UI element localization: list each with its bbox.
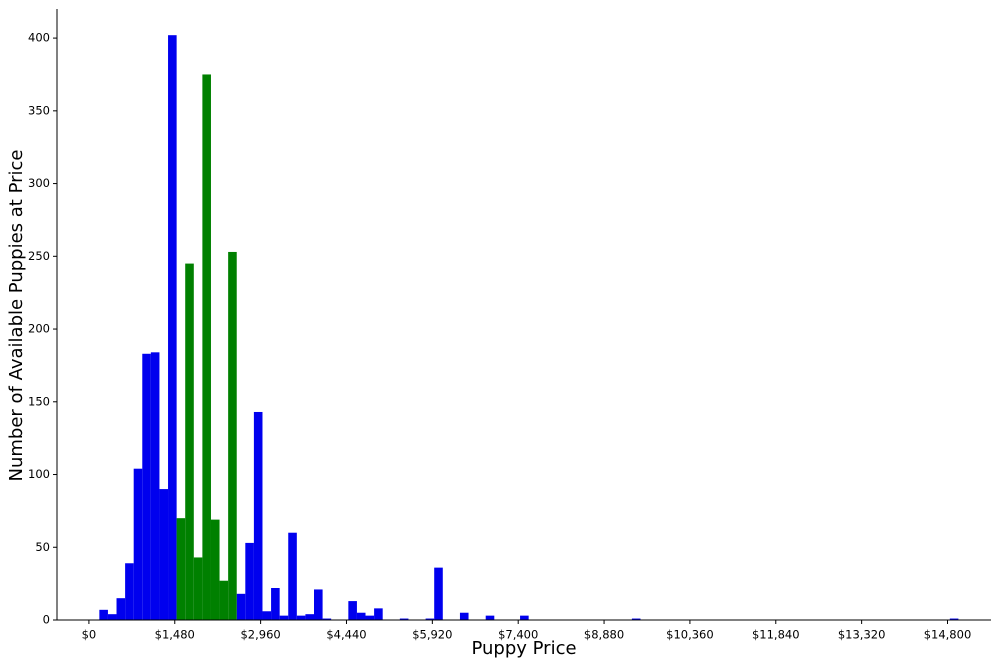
histogram-bar-green-0	[176, 518, 186, 620]
histogram-bar-blue-0	[99, 609, 108, 620]
histogram-bar-green-1	[185, 263, 194, 620]
histogram-bar-blue-11	[253, 411, 263, 620]
histogram-bar-blue-4	[133, 468, 143, 620]
x-tick-label: $8,880	[584, 628, 624, 642]
histogram-bar-blue-13	[271, 588, 280, 620]
y-tick-label: 250	[28, 249, 50, 263]
histogram-bar-blue-3	[125, 563, 134, 620]
histogram-bar-blue-15	[288, 532, 297, 620]
histogram-bar-blue-28	[485, 615, 495, 620]
histogram-bar-blue-9	[236, 593, 246, 620]
y-axis-title: Number of Available Puppies at Price	[6, 150, 27, 482]
x-tick-label: $11,840	[752, 628, 800, 642]
x-tick-label: $4,440	[326, 628, 366, 642]
histogram-bar-blue-2	[116, 598, 126, 620]
x-tick-label: $10,360	[666, 628, 714, 642]
histogram-bar-blue-26	[434, 567, 443, 620]
histogram-bar-blue-14	[279, 615, 289, 620]
x-tick-label: $14,800	[924, 628, 972, 642]
histogram-bar-green-2	[193, 557, 203, 620]
histogram-bar-blue-24	[399, 618, 409, 620]
histogram-bar-blue-19	[322, 618, 332, 620]
y-tick-label: 150	[28, 394, 50, 408]
y-tick-label: 100	[28, 467, 50, 481]
histogram-bar-blue-10	[245, 542, 254, 620]
histogram-bars	[99, 35, 959, 620]
x-tick-label: $13,320	[838, 628, 886, 642]
histogram-bar-blue-30	[631, 618, 641, 620]
histogram-bar-green-6	[228, 251, 237, 620]
histogram-bar-blue-6	[150, 352, 160, 620]
y-tick-label: 50	[35, 540, 50, 554]
x-tick-label: $1,480	[155, 628, 195, 642]
x-axis-ticks: $0 $1,480 $2,960 $4,440 $5,920 $7,400 $8,880 $1…	[82, 620, 972, 642]
y-tick-label: 350	[28, 103, 50, 117]
x-tick-label: $5,920	[412, 628, 452, 642]
y-axis-ticks: 0 50 100 150 200 250 300 350 400	[28, 31, 57, 627]
histogram-bar-green-3	[202, 74, 211, 620]
y-tick-label: 0	[43, 613, 50, 627]
histogram-bar-blue-1	[107, 614, 117, 620]
histogram-bar-blue-18	[314, 589, 323, 620]
x-tick-label: $7,400	[498, 628, 538, 642]
histogram-bar-blue-25	[425, 618, 435, 620]
x-axis-title: Puppy Price	[471, 638, 576, 659]
x-tick-label: $0	[82, 628, 97, 642]
histogram-bar-blue-8	[168, 35, 177, 620]
histogram-bar-blue-23	[374, 608, 383, 620]
histogram-bar-blue-17	[305, 614, 314, 620]
histogram-bar-green-4	[210, 519, 220, 620]
histogram-bar-blue-12	[262, 611, 272, 620]
x-tick-label: $2,960	[240, 628, 280, 642]
y-tick-label: 400	[28, 31, 50, 45]
histogram-bar-blue-21	[356, 612, 366, 620]
histogram-bar-blue-29	[520, 615, 529, 620]
histogram-bar-blue-7	[159, 489, 169, 620]
histogram-bar-blue-22	[365, 615, 375, 620]
histogram-bar-blue-31	[949, 618, 959, 620]
histogram-bar-green-5	[219, 580, 229, 620]
y-tick-label: 200	[28, 322, 50, 336]
y-tick-label: 300	[28, 176, 50, 190]
histogram-bar-blue-5	[142, 353, 151, 620]
histogram-bar-blue-16	[296, 615, 306, 620]
histogram-bar-blue-20	[348, 601, 357, 620]
histogram-bar-blue-27	[459, 612, 469, 620]
